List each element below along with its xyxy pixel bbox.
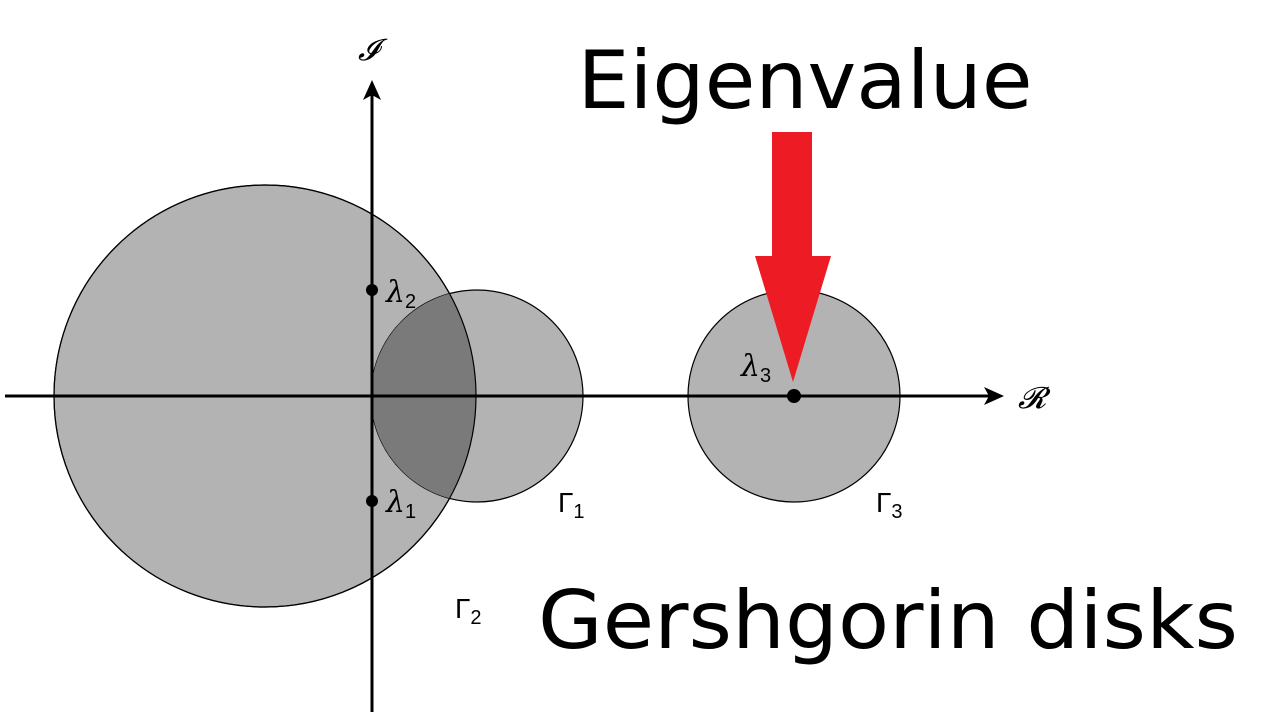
gamma-1-label: Γ1 (558, 487, 585, 523)
real-axis-label: 𝓡 (1018, 381, 1051, 416)
real-axis-arrowhead (984, 387, 1004, 405)
gamma-2-label: Γ2 (455, 593, 482, 629)
eigenvalue-point-2 (366, 284, 378, 296)
gamma-3-label: Γ3 (876, 487, 903, 523)
imag-axis-arrowhead (363, 80, 381, 100)
lambda-2-label: λ2 (385, 275, 416, 313)
eigenvalue-point-3 (787, 389, 801, 403)
arrow-shaft (772, 132, 812, 256)
imag-axis-label: 𝓘 (358, 33, 388, 68)
caption-gershgorin-disks: Gershgorin disks (538, 574, 1238, 667)
lambda-1-label: λ1 (385, 485, 416, 523)
title-eigenvalue: Eigenvalue (578, 34, 1033, 127)
eigenvalue-pointer-arrow (755, 132, 831, 382)
arrow-head (755, 256, 831, 382)
eigenvalue-point-1 (366, 495, 378, 507)
disk-overlap (371, 290, 476, 502)
lambda-3-label: λ3 (740, 349, 771, 387)
